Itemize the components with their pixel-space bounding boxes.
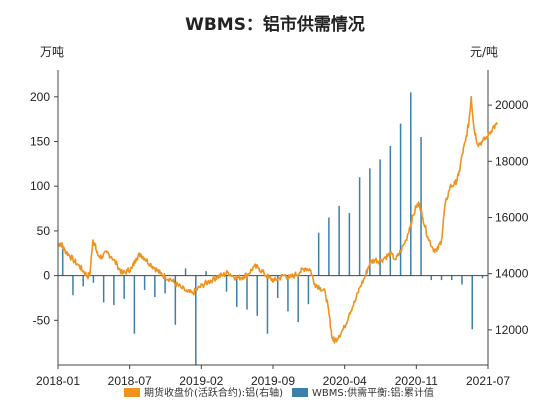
balance-bar xyxy=(82,275,84,287)
balance-bar xyxy=(369,168,371,276)
balance-bar xyxy=(92,275,95,283)
balance-bar xyxy=(143,275,146,290)
chart-title: WBMS：铝市供需情况 xyxy=(185,14,365,35)
balance-bar xyxy=(328,217,330,276)
x-tick-label: 2018-01 xyxy=(36,374,80,388)
left-tick-label: -50 xyxy=(33,313,51,327)
balance-bar xyxy=(287,275,289,312)
x-tick-label: 2020-04 xyxy=(323,374,367,388)
balance-bar xyxy=(236,275,238,307)
balance-bar xyxy=(420,137,422,276)
legend-label-price: 期货收盘价(活跃合约):铝(右轴) xyxy=(144,386,283,399)
legend-swatch-price xyxy=(124,388,140,397)
balance-bar xyxy=(256,275,258,316)
balance-bar xyxy=(430,275,433,281)
left-axis-unit: 万吨 xyxy=(40,45,64,59)
balance-bar xyxy=(113,275,115,306)
bar-series xyxy=(61,92,484,365)
balance-bar xyxy=(61,248,64,276)
balance-bar xyxy=(338,205,340,276)
right-axis-ticks: 12000 14000 16000 18000 20000 xyxy=(488,98,529,337)
balance-bar xyxy=(276,275,279,298)
left-tick-label: 150 xyxy=(30,135,50,149)
balance-bar xyxy=(399,123,402,276)
balance-bar xyxy=(471,275,473,330)
left-axis-ticks: -50 0 50 100 150 200 xyxy=(30,90,58,327)
balance-bar xyxy=(154,275,156,298)
right-axis-unit: 元/吨 xyxy=(470,45,498,59)
balance-bar xyxy=(358,177,361,276)
balance-bar xyxy=(297,275,299,323)
balance-bar xyxy=(379,159,381,276)
legend: 期货收盘价(活跃合约):铝(右轴) WBMS:供需平衡:铝:累计值 xyxy=(124,386,434,399)
x-tick-label: 2019-02 xyxy=(179,374,223,388)
left-tick-label: 100 xyxy=(30,179,50,193)
balance-bar xyxy=(225,275,228,292)
balance-bar xyxy=(451,275,453,281)
left-tick-label: 0 xyxy=(43,269,50,283)
left-tick-label: 200 xyxy=(30,90,50,104)
balance-bar xyxy=(461,275,463,285)
right-tick-label: 12000 xyxy=(495,323,529,337)
balance-bar xyxy=(389,145,392,276)
balance-bar xyxy=(123,275,125,299)
x-axis-ticks: 2018-01 2018-07 2019-02 2019-09 2020-04 2020-… xyxy=(36,365,510,388)
balance-bar xyxy=(410,92,412,276)
right-tick-label: 18000 xyxy=(495,154,529,168)
balance-bar xyxy=(266,275,269,334)
balance-bar xyxy=(133,275,136,334)
balance-bar xyxy=(317,232,320,276)
balance-bar xyxy=(184,268,187,276)
x-tick-label: 2019-09 xyxy=(251,374,295,388)
balance-bar xyxy=(174,275,177,325)
balance-bar xyxy=(348,213,351,276)
legend-label-balance: WBMS:供需平衡:铝:累计值 xyxy=(312,386,434,399)
x-tick-label: 2018-07 xyxy=(108,374,152,388)
balance-bar xyxy=(195,275,197,365)
x-tick-label: 2020-11 xyxy=(395,374,438,388)
balance-bar xyxy=(164,275,166,294)
price-line xyxy=(57,95,498,344)
left-tick-label: 50 xyxy=(37,224,51,238)
balance-bar xyxy=(481,275,484,279)
right-tick-label: 16000 xyxy=(495,211,529,225)
legend-swatch-balance xyxy=(292,388,308,397)
right-tick-label: 20000 xyxy=(495,98,529,112)
right-tick-label: 14000 xyxy=(495,267,529,281)
balance-bar xyxy=(102,275,105,303)
balance-bar xyxy=(246,275,248,310)
x-tick-label: 2021-07 xyxy=(466,374,510,388)
balance-bar xyxy=(205,271,207,276)
balance-bar xyxy=(440,275,443,281)
balance-bar xyxy=(307,275,310,305)
balance-bar xyxy=(72,275,74,296)
